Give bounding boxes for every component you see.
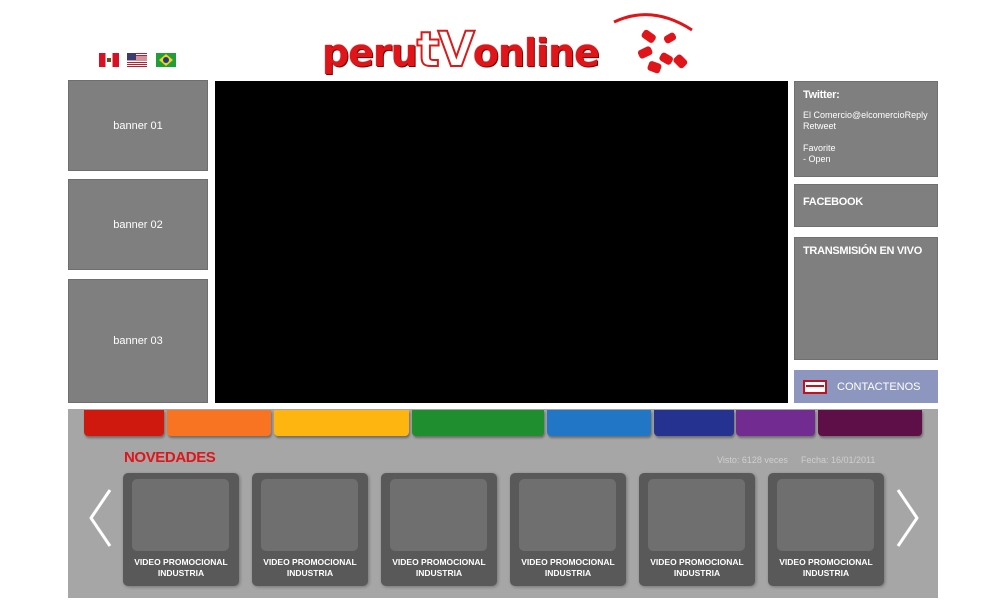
category-tab-plum[interactable]	[818, 410, 922, 436]
video-thumbnail	[648, 479, 745, 551]
video-thumbnail	[261, 479, 358, 551]
banner-01[interactable]: banner 01	[68, 80, 208, 171]
video-thumbnail	[390, 479, 487, 551]
video-card[interactable]: VIDEO PROMOCIONAL INDUSTRIA	[768, 473, 884, 586]
twitter-panel: Twitter: El Comercio@elcomercioReply Ret…	[794, 81, 938, 177]
video-thumbnail	[519, 479, 616, 551]
video-card-title: VIDEO PROMOCIONAL	[123, 557, 239, 568]
banner-label: banner 02	[113, 219, 163, 231]
retweet-link[interactable]: Retweet	[803, 121, 929, 132]
logo-text-online: online	[473, 31, 599, 75]
contact-label: CONTACTENOS	[837, 381, 921, 393]
category-tab-red[interactable]	[84, 410, 164, 436]
publish-date: Fecha: 16/01/2011	[801, 455, 875, 465]
favorite-link[interactable]: Favorite	[803, 143, 929, 154]
category-tabs	[84, 410, 923, 437]
video-player[interactable]	[215, 81, 788, 403]
twitter-title: Twitter:	[803, 89, 929, 101]
video-card[interactable]: VIDEO PROMOCIONAL INDUSTRIA	[252, 473, 368, 586]
usa-flag-icon[interactable]	[127, 53, 147, 67]
open-link[interactable]: - Open	[803, 154, 929, 165]
brazil-flag-icon[interactable]	[156, 53, 176, 67]
video-card-label: VIDEO PROMOCIONAL INDUSTRIA	[768, 557, 884, 579]
contact-button[interactable]: CONTACTENOS	[794, 370, 938, 403]
video-card-subtitle: INDUSTRIA	[252, 568, 368, 579]
facebook-title: FACEBOOK	[803, 196, 929, 208]
video-card-subtitle: INDUSTRIA	[639, 568, 755, 579]
category-tab-purple[interactable]	[736, 410, 815, 436]
banner-label: banner 01	[113, 120, 163, 132]
video-card[interactable]: VIDEO PROMOCIONAL INDUSTRIA	[381, 473, 497, 586]
chevron-left-icon[interactable]	[86, 487, 116, 549]
video-card-subtitle: INDUSTRIA	[123, 568, 239, 579]
logo-text-tv: tV	[417, 22, 473, 78]
video-card-title: VIDEO PROMOCIONAL	[252, 557, 368, 568]
section-title: NOVEDADES	[124, 449, 215, 466]
tweet-spacer	[803, 132, 929, 143]
video-card-title: VIDEO PROMOCIONAL	[768, 557, 884, 568]
video-card[interactable]: VIDEO PROMOCIONAL INDUSTRIA	[639, 473, 755, 586]
live-stream-title: TRANSMISIÓN EN VIVO	[803, 245, 929, 257]
video-thumbnail	[777, 479, 874, 551]
tweet-author-link[interactable]: El Comercio@elcomercioReply	[803, 110, 929, 121]
category-tab-orange[interactable]	[167, 410, 271, 436]
video-card[interactable]: VIDEO PROMOCIONAL INDUSTRIA	[510, 473, 626, 586]
mail-icon	[803, 380, 827, 394]
category-tab-blue[interactable]	[547, 410, 651, 436]
video-thumbnail	[132, 479, 229, 551]
video-card-title: VIDEO PROMOCIONAL	[639, 557, 755, 568]
video-card-subtitle: INDUSTRIA	[768, 568, 884, 579]
site-logo[interactable]: perutVonline	[322, 22, 599, 72]
video-card-title: VIDEO PROMOCIONAL	[510, 557, 626, 568]
video-card-label: VIDEO PROMOCIONAL INDUSTRIA	[381, 557, 497, 579]
banner-02[interactable]: banner 02	[68, 179, 208, 270]
video-card[interactable]: VIDEO PROMOCIONAL INDUSTRIA	[123, 473, 239, 586]
video-card-label: VIDEO PROMOCIONAL INDUSTRIA	[510, 557, 626, 579]
category-tab-yellow[interactable]	[274, 410, 409, 436]
live-stream-panel[interactable]: TRANSMISIÓN EN VIVO	[794, 237, 938, 360]
video-card-subtitle: INDUSTRIA	[381, 568, 497, 579]
chevron-right-icon[interactable]	[892, 487, 922, 549]
video-card-subtitle: INDUSTRIA	[510, 568, 626, 579]
view-count: Visto: 6128 veces	[717, 455, 788, 465]
peru-flag-icon[interactable]	[99, 53, 119, 67]
video-card-title: VIDEO PROMOCIONAL	[381, 557, 497, 568]
video-card-label: VIDEO PROMOCIONAL INDUSTRIA	[639, 557, 755, 579]
facebook-panel[interactable]: FACEBOOK	[794, 184, 938, 227]
category-tab-navy[interactable]	[654, 410, 734, 436]
category-tab-green[interactable]	[412, 410, 544, 436]
video-card-label: VIDEO PROMOCIONAL INDUSTRIA	[123, 557, 239, 579]
logo-text-peru: peru	[322, 31, 417, 75]
banner-03[interactable]: banner 03	[68, 279, 208, 403]
logo-emblem-icon	[612, 8, 707, 78]
banner-label: banner 03	[113, 335, 163, 347]
video-card-label: VIDEO PROMOCIONAL INDUSTRIA	[252, 557, 368, 579]
